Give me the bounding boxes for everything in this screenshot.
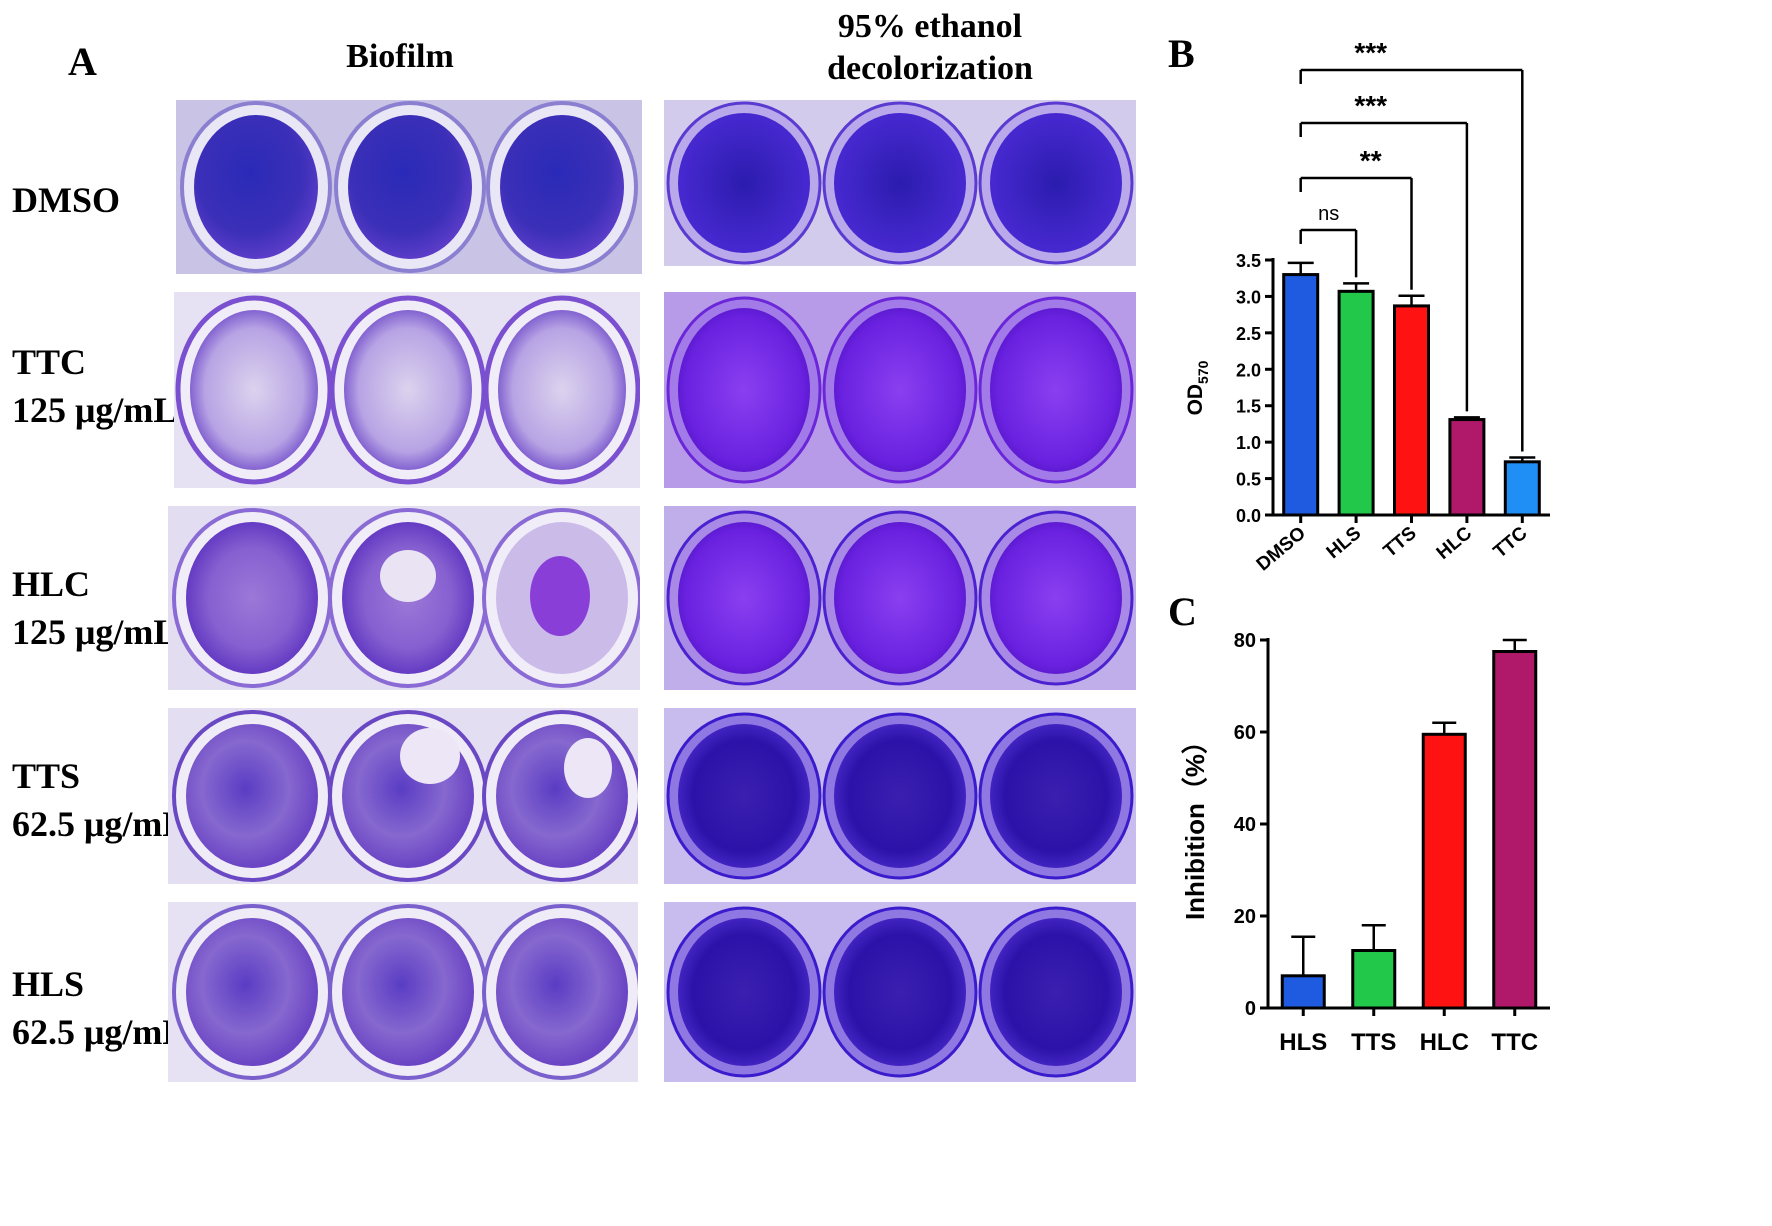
bar-hls — [1280, 974, 1326, 1010]
photo-biofilm-hls — [168, 902, 638, 1082]
y-tick-label: 0 — [1245, 998, 1256, 1020]
x-tick-label: HLS — [1323, 523, 1366, 564]
x-tick-label: DMSO — [1253, 523, 1310, 576]
column-title-ethanol: 95% ethanol decolorization — [827, 8, 1033, 87]
bar-ttc — [1492, 650, 1538, 1010]
y-tick-label: 0.5 — [1236, 470, 1261, 490]
row-label-name: HLC — [12, 564, 91, 604]
photo-biofilm-dmso — [176, 100, 642, 274]
y-tick-label: 0.0 — [1236, 506, 1261, 526]
bar-tts — [1351, 949, 1397, 1010]
chart-b: 0.0 0.5 1.0 1.5 2.0 2.5 3.0 3.5 DMSO HLS TTS HLC TTC… — [1184, 37, 1550, 576]
x-tick-label: HLS — [1279, 1029, 1327, 1056]
bar-hlc — [1448, 418, 1486, 517]
photo-biofilm-tts — [168, 708, 638, 884]
row-label-ttc: TTC 125 μg/mL — [12, 338, 177, 434]
row-label-tts: TTS 62.5 μg/mL — [12, 752, 186, 848]
row-label-name: DMSO — [12, 180, 120, 220]
bar-ttc — [1503, 460, 1541, 517]
panel-c-letter: C — [1168, 589, 1197, 634]
column-title-biofilm: Biofilm — [346, 38, 454, 75]
y-tick-label: 3.0 — [1236, 287, 1261, 307]
row-label-name: TTS — [12, 756, 81, 796]
x-tick-label: TTC — [1490, 523, 1532, 563]
row-label-name: TTC — [12, 342, 87, 382]
row-label-conc: 125 μg/mL — [12, 612, 178, 652]
bar-hls — [1337, 289, 1375, 517]
row-label-hls: HLS 62.5 μg/mL — [12, 960, 186, 1056]
y-axis-label: OD570 — [1184, 360, 1211, 415]
x-tick-label: TTS — [1351, 1029, 1396, 1056]
y-tick-label: 20 — [1234, 906, 1256, 928]
y-tick-label: 2.5 — [1236, 324, 1261, 344]
y-axis-label-subscript: 570 — [1195, 360, 1211, 384]
row-label-conc: 62.5 μg/mL — [12, 804, 187, 844]
bar-tts — [1393, 304, 1430, 517]
y-tick-label: 60 — [1234, 722, 1256, 744]
row-label-conc: 125 μg/mL — [12, 390, 178, 430]
x-tick-label: HLC — [1420, 1029, 1469, 1056]
row-label-dmso: DMSO — [12, 176, 120, 224]
x-tick-label: HLC — [1433, 523, 1477, 564]
photo-ethanol-hlc — [664, 506, 1136, 690]
panel-b-letter: B — [1168, 31, 1195, 76]
bar-hlc — [1421, 732, 1467, 1010]
photo-ethanol-hls — [664, 902, 1136, 1082]
y-tick-label: 1.5 — [1236, 397, 1261, 417]
significance-label: ns — [1318, 203, 1339, 225]
y-tick-label: 3.5 — [1236, 251, 1261, 271]
photo-biofilm-hlc — [168, 506, 640, 690]
y-tick-label: 1.0 — [1236, 433, 1261, 453]
photo-biofilm-ttc — [174, 292, 640, 488]
y-tick-label: 2.0 — [1236, 360, 1261, 380]
panel-a-letter: A — [68, 39, 97, 84]
significance-label: *** — [1354, 90, 1387, 121]
x-tick-label: TTC — [1491, 1029, 1538, 1056]
y-tick-label: 80 — [1234, 630, 1256, 652]
y-tick-label: 40 — [1234, 814, 1256, 836]
photo-ethanol-tts — [664, 708, 1136, 884]
row-label-hlc: HLC 125 μg/mL — [12, 560, 177, 656]
row-label-conc: 62.5 μg/mL — [12, 1012, 187, 1052]
chart-c: 0 20 40 60 80 HLS TTS HLC TTC Inhibition（%） — [1180, 630, 1550, 1056]
x-tick-label: TTS — [1380, 523, 1421, 562]
y-axis-label: Inhibition（%） — [1180, 728, 1210, 920]
photo-ethanol-ttc — [664, 292, 1136, 488]
significance-label: ** — [1360, 145, 1382, 176]
photo-ethanol-dmso — [664, 100, 1136, 266]
bar-dmso — [1282, 273, 1320, 517]
row-label-name: HLS — [12, 964, 85, 1004]
significance-label: *** — [1354, 37, 1387, 68]
